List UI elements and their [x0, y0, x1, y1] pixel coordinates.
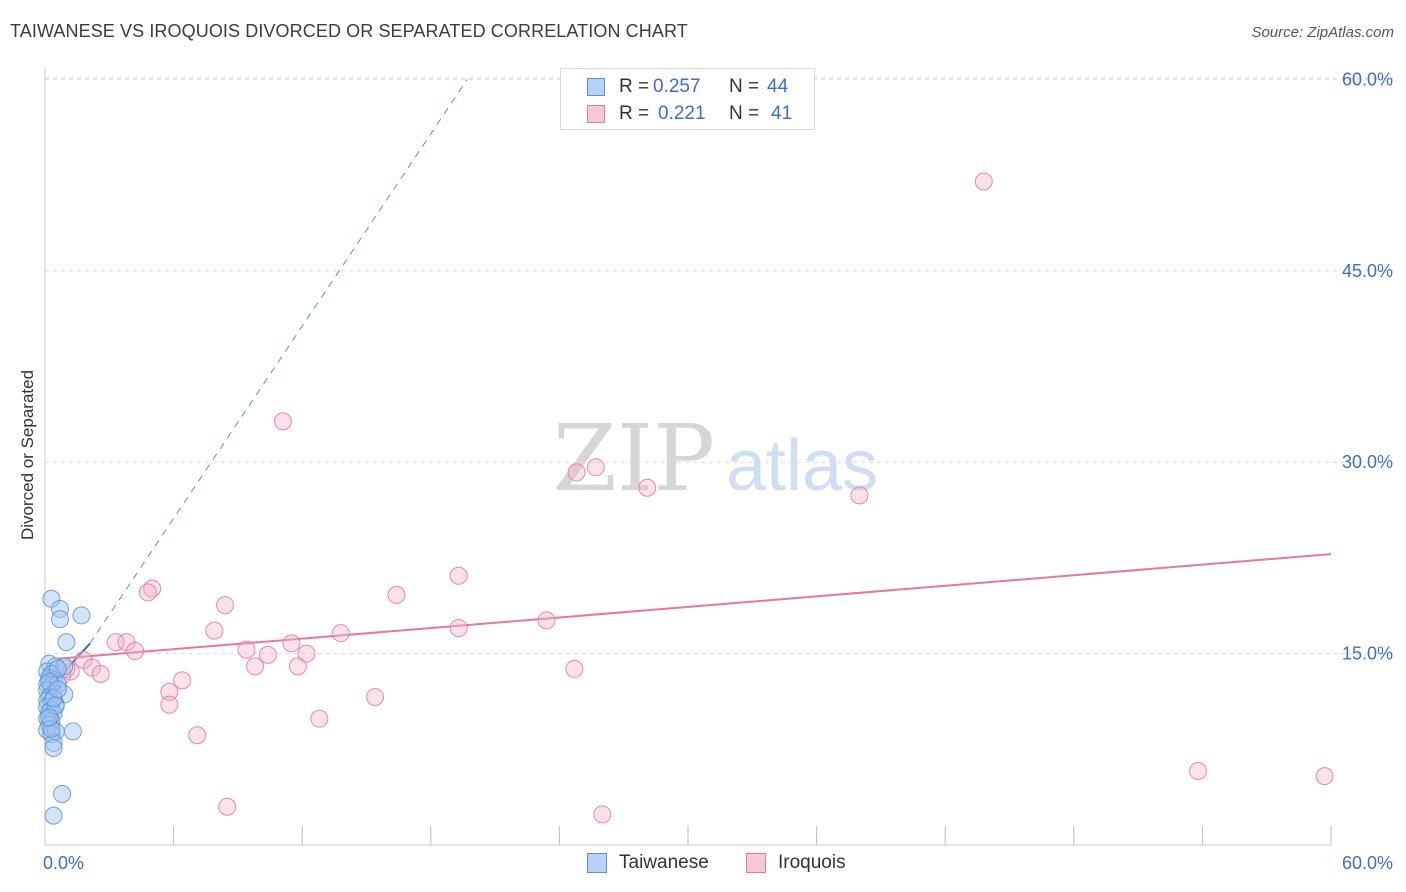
- tick-labels: 15.0% 30.0% 45.0% 60.0% 0.0% 60.0%: [43, 69, 1393, 873]
- n-label: N =: [729, 103, 760, 124]
- taiwanese-trend-extension: [89, 79, 468, 644]
- iroquois-n-value: 41: [771, 103, 793, 124]
- taiwanese-swatch: [587, 78, 605, 96]
- iroquois-point: [974, 172, 993, 191]
- x-tick-label-min: 0.0%: [43, 853, 84, 873]
- taiwanese-point: [42, 719, 61, 738]
- iroquois-point: [216, 596, 235, 615]
- correlation-legend: R = 0.257 N = 44 R = 0.221 N = 41: [560, 68, 815, 130]
- iroquois-point: [565, 659, 584, 678]
- taiwanese-r-value: 0.257: [653, 76, 701, 97]
- iroquois-point: [91, 665, 110, 684]
- taiwanese-point: [48, 680, 67, 699]
- y-tick-label: 30.0%: [1342, 452, 1393, 472]
- iroquois-point: [106, 633, 125, 652]
- gridlines: [45, 77, 1394, 655]
- iroquois-point: [218, 797, 237, 816]
- taiwanese-point: [51, 610, 70, 629]
- source-credit: Source: ZipAtlas.com: [1251, 24, 1394, 41]
- chart-title: TAIWANESE VS IROQUOIS DIVORCED OR SEPARA…: [10, 21, 688, 41]
- n-label: N =: [729, 76, 760, 97]
- iroquois-point: [366, 687, 385, 706]
- iroquois-point: [1189, 761, 1208, 780]
- iroquois-point: [297, 644, 316, 663]
- iroquois-trend-line: [57, 553, 1332, 660]
- taiwanese-point: [72, 606, 91, 625]
- iroquois-point: [593, 805, 612, 824]
- iroquois-legend-label: Iroquois: [778, 852, 846, 873]
- watermark-atlas: atlas: [726, 426, 878, 506]
- taiwanese-legend-label: Taiwanese: [619, 852, 709, 873]
- x-tick-label-max: 60.0%: [1342, 853, 1393, 873]
- iroquois-point: [1315, 767, 1334, 786]
- iroquois-point: [160, 695, 179, 714]
- taiwanese-n-value: 44: [767, 76, 789, 97]
- taiwanese-point: [63, 722, 82, 741]
- y-tick-label: 45.0%: [1342, 261, 1393, 281]
- data-points: [38, 172, 1334, 825]
- iroquois-point: [246, 657, 265, 676]
- iroquois-point: [173, 671, 192, 690]
- iroquois-point: [586, 458, 605, 477]
- iroquois-point: [205, 621, 224, 640]
- taiwanese-point: [40, 708, 59, 727]
- y-tick-label: 15.0%: [1342, 644, 1393, 664]
- iroquois-point: [850, 486, 869, 505]
- iroquois-point: [638, 478, 657, 497]
- watermark-zip: ZIP: [553, 405, 715, 512]
- taiwanese-point: [44, 689, 63, 708]
- taiwanese-point: [51, 599, 70, 618]
- iroquois-point: [282, 634, 301, 653]
- iroquois-point: [188, 726, 207, 745]
- iroquois-point: [310, 709, 329, 728]
- iroquois-point: [537, 611, 556, 630]
- iroquois-point: [449, 619, 468, 638]
- iroquois-point: [288, 657, 307, 676]
- iroquois-point: [567, 463, 586, 482]
- iroquois-point: [273, 412, 292, 431]
- taiwanese-point: [44, 806, 63, 825]
- iroquois-legend-swatch: [746, 853, 766, 873]
- iroquois-point: [258, 645, 277, 664]
- iroquois-point: [126, 642, 145, 661]
- iroquois-point: [237, 640, 256, 659]
- r-label: R =: [619, 76, 650, 97]
- iroquois-r-value: 0.221: [658, 103, 706, 124]
- y-tick-label: 60.0%: [1342, 69, 1393, 89]
- iroquois-swatch: [587, 105, 605, 123]
- trend-lines: [48, 79, 1332, 689]
- iroquois-point: [138, 583, 157, 602]
- iroquois-point: [449, 566, 468, 585]
- iroquois-point: [160, 682, 179, 701]
- iroquois-point: [387, 585, 406, 604]
- taiwanese-point: [48, 659, 67, 678]
- taiwanese-point: [44, 739, 63, 758]
- taiwanese-point: [53, 784, 72, 803]
- iroquois-point: [331, 624, 350, 643]
- taiwanese-point: [57, 633, 76, 652]
- r-label: R =: [619, 103, 650, 124]
- taiwanese-point: [44, 733, 63, 752]
- taiwanese-legend-swatch: [587, 853, 607, 873]
